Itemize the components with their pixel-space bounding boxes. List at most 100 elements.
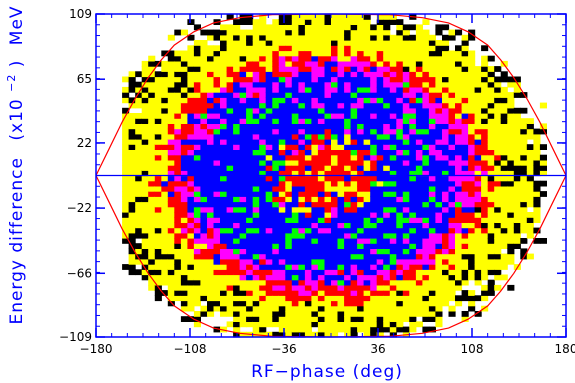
density-cell-2677 [428,133,436,140]
density-cell-3336 [526,154,534,161]
density-cell-2849 [448,86,456,93]
density-cell-1573 [311,206,319,213]
density-cell-3220 [500,97,508,104]
density-cell-1384 [291,227,299,234]
density-cell-2882 [455,175,463,182]
density-cell-2414 [402,295,410,302]
density-cell-2993 [468,128,476,135]
density-cell-2667 [428,185,436,192]
density-cell-2571 [415,81,423,88]
density-cell-1270 [278,175,286,182]
density-cell-681 [213,133,221,140]
density-cell-2012 [357,170,365,177]
density-cell-1231 [272,60,280,67]
density-cell-1160 [265,123,273,130]
density-cell-1789 [331,50,339,57]
density-cell-236 [161,279,169,286]
density-cell-2119 [370,258,378,265]
density-cell-1050 [252,60,260,67]
density-cell-2236 [383,279,391,286]
density-cell-2075 [363,165,371,171]
density-cell-343 [174,227,182,234]
density-cell-1027 [252,180,260,187]
density-cell-1211 [272,165,280,171]
density-cell-1463 [298,139,306,145]
density-cell-2893 [455,118,463,124]
density-cell-1336 [285,154,293,161]
density-cell-2814 [448,269,456,276]
density-cell-1742 [331,295,339,302]
density-cell-2632 [422,66,430,72]
density-cell-1159 [265,128,273,135]
density-cell-2483 [409,243,417,249]
density-cell-672 [213,180,221,187]
density-cell-1376 [291,269,299,276]
density-cell-1729 [324,40,332,46]
density-cell-2149 [370,102,378,109]
density-cell-1645 [317,154,325,161]
density-cell-1287 [278,86,286,93]
density-cell-1903 [344,97,352,104]
density-cell-336 [174,264,182,270]
density-cell-2952 [461,76,469,83]
density-cell-2102 [363,24,371,31]
density-cell-992 [246,45,254,52]
density-cell-2689 [428,71,436,78]
density-cell-2220 [376,45,384,52]
density-cell-3324 [526,222,534,229]
density-cell-1181 [272,321,280,328]
density-cell-1662 [317,66,325,72]
density-cell-904 [239,191,247,197]
density-cell-2129 [370,206,378,213]
density-cell-2706 [435,274,443,281]
density-cell-2791 [442,107,450,114]
density-cell-3276 [513,175,521,182]
density-cell-656 [213,264,221,270]
density-cell-2111 [370,300,378,307]
density-cell-1289 [278,76,286,83]
density-cell-529 [193,86,201,93]
density-cell-2730 [435,149,443,156]
density-cell-1396 [291,165,299,171]
density-cell-1600 [311,66,319,72]
density-cell-2884 [455,165,463,171]
density-cell-979 [246,113,254,119]
density-cell-498 [193,248,201,255]
density-cell-1399 [291,149,299,156]
density-cell-2994 [468,123,476,130]
density-cell-666 [213,212,221,218]
density-cell-2082 [363,128,371,135]
density-cell-1661 [317,71,325,78]
density-cell-3212 [500,139,508,145]
density-cell-1444 [298,238,306,244]
density-cell-2836 [448,154,456,161]
density-cell-1653 [317,113,325,119]
density-cell-3133 [487,128,495,135]
density-cell-759 [226,321,234,328]
density-cell-2820 [448,238,456,244]
density-cell-718 [220,232,228,239]
density-cell-842 [233,201,241,208]
density-cell-2361 [396,258,404,265]
density-cell-3065 [481,243,489,249]
density-cell-2812 [448,279,456,286]
density-cell-286 [167,269,175,276]
density-cell-678 [213,149,221,156]
density-cell-2928 [461,201,469,208]
density-cell-3348 [533,201,541,208]
density-cell-2796 [442,81,450,88]
density-cell-2810 [448,290,456,296]
density-cell-1931 [350,274,358,281]
density-cell-3091 [481,107,489,114]
density-cell-2143 [370,133,378,140]
density-cell-2281 [383,45,391,52]
density-cell-843 [233,196,241,203]
density-cell-2859 [455,300,463,307]
density-cell-1009 [252,274,260,281]
density-cell-1802 [337,300,345,307]
density-cell-1562 [311,264,319,270]
density-cell-2208 [376,107,384,114]
density-cell-1210 [272,170,280,177]
density-cell-869 [233,60,241,67]
density-cell-149 [148,264,156,270]
